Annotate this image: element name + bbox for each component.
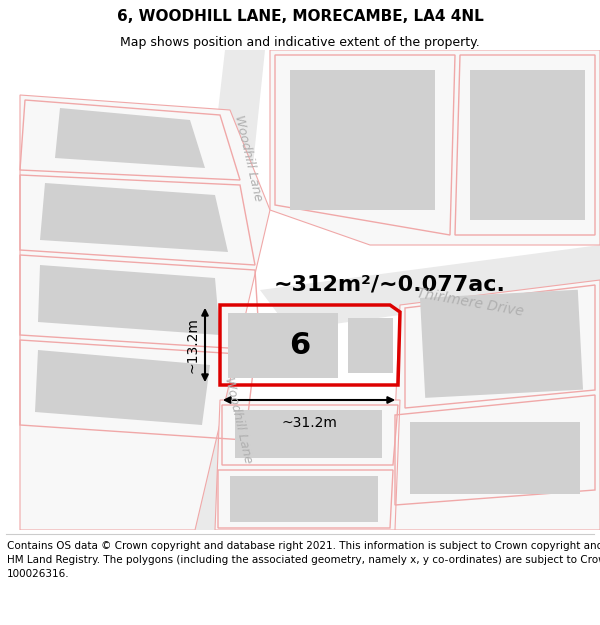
Polygon shape	[270, 50, 600, 245]
Polygon shape	[260, 245, 600, 330]
Text: Woodhill Lane: Woodhill Lane	[232, 114, 264, 202]
Polygon shape	[390, 280, 600, 530]
Polygon shape	[55, 108, 205, 168]
Polygon shape	[170, 50, 265, 530]
Text: ~312m²/~0.077ac.: ~312m²/~0.077ac.	[274, 275, 506, 295]
Polygon shape	[35, 350, 210, 425]
Bar	[470, 70, 585, 220]
Text: 6, WOODHILL LANE, MORECAMBE, LA4 4NL: 6, WOODHILL LANE, MORECAMBE, LA4 4NL	[116, 9, 484, 24]
Text: Thirlmere Drive: Thirlmere Drive	[415, 286, 524, 318]
Bar	[235, 410, 382, 458]
Bar	[230, 476, 378, 522]
Polygon shape	[38, 265, 220, 335]
Bar	[228, 313, 338, 378]
Polygon shape	[40, 183, 228, 252]
Bar	[410, 422, 580, 494]
Polygon shape	[20, 95, 270, 530]
Polygon shape	[215, 400, 400, 530]
Text: ~31.2m: ~31.2m	[281, 416, 337, 430]
Text: Map shows position and indicative extent of the property.: Map shows position and indicative extent…	[120, 36, 480, 49]
Bar	[348, 318, 393, 373]
Bar	[420, 290, 583, 398]
Text: Contains OS data © Crown copyright and database right 2021. This information is : Contains OS data © Crown copyright and d…	[7, 541, 600, 579]
Text: Woodhill Lane: Woodhill Lane	[222, 376, 254, 464]
Text: 6: 6	[289, 331, 311, 359]
Bar	[290, 70, 435, 210]
Text: ~13.2m: ~13.2m	[185, 317, 199, 373]
